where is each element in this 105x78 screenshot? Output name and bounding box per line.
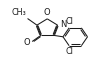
Text: N: N [60,20,66,29]
Text: Cl: Cl [65,17,73,26]
Text: Cl: Cl [65,48,73,56]
Text: CH₃: CH₃ [12,8,26,17]
Text: O: O [23,38,30,47]
Text: O: O [43,8,50,17]
